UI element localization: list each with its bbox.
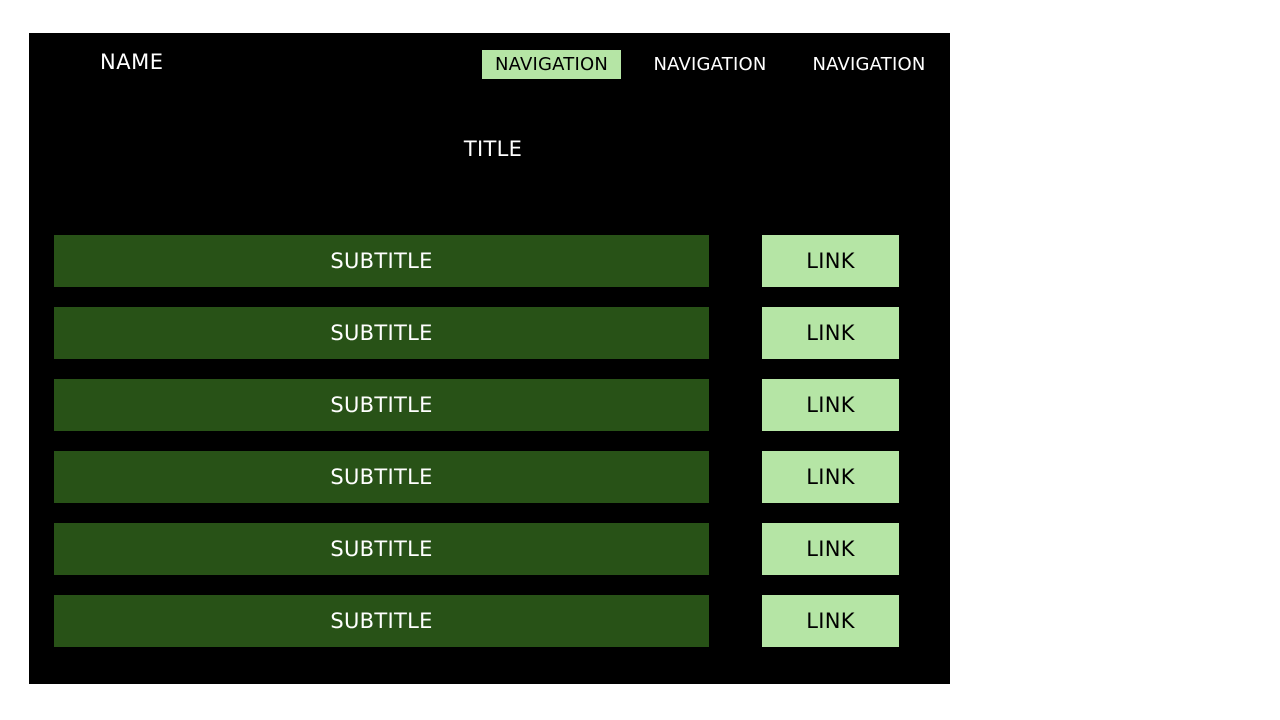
- subtitle-bar: SUBTITLE: [54, 307, 709, 359]
- page-title: TITLE: [463, 137, 523, 161]
- link-button[interactable]: LINK: [762, 451, 899, 503]
- subtitle-bar: SUBTITLE: [54, 595, 709, 647]
- subtitle-bar: SUBTITLE: [54, 379, 709, 431]
- page-frame: NAME NAVIGATION NAVIGATION NAVIGATION TI…: [29, 33, 950, 684]
- site-name: NAME: [100, 50, 164, 74]
- content-row: SUBTITLE LINK: [54, 595, 899, 647]
- nav-item-1[interactable]: NAVIGATION: [482, 50, 621, 79]
- content-row: SUBTITLE LINK: [54, 379, 899, 431]
- subtitle-bar: SUBTITLE: [54, 451, 709, 503]
- content-row: SUBTITLE LINK: [54, 235, 899, 287]
- link-button[interactable]: LINK: [762, 235, 899, 287]
- link-button[interactable]: LINK: [762, 307, 899, 359]
- content-row: SUBTITLE LINK: [54, 523, 899, 575]
- link-button[interactable]: LINK: [762, 523, 899, 575]
- subtitle-bar: SUBTITLE: [54, 523, 709, 575]
- content-row: SUBTITLE LINK: [54, 451, 899, 503]
- subtitle-bar: SUBTITLE: [54, 235, 709, 287]
- nav-item-2[interactable]: NAVIGATION: [653, 54, 767, 75]
- link-button[interactable]: LINK: [762, 595, 899, 647]
- content-row: SUBTITLE LINK: [54, 307, 899, 359]
- link-button[interactable]: LINK: [762, 379, 899, 431]
- nav-item-3[interactable]: NAVIGATION: [812, 54, 926, 75]
